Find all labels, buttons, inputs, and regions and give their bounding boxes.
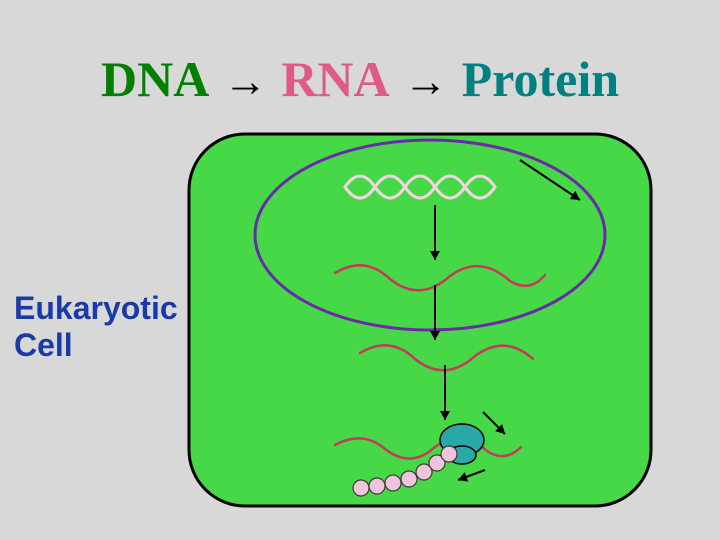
arrow-icon: →	[223, 57, 267, 107]
cell-title: EukaryoticCell	[14, 290, 178, 364]
title-rna: RNA	[281, 50, 389, 108]
title-protein: Protein	[462, 50, 619, 108]
title-row: DNA → RNA → Protein	[0, 50, 720, 108]
cell-diagram	[185, 130, 655, 510]
arrow-icon: →	[404, 57, 448, 107]
title-dna: DNA	[101, 50, 209, 108]
